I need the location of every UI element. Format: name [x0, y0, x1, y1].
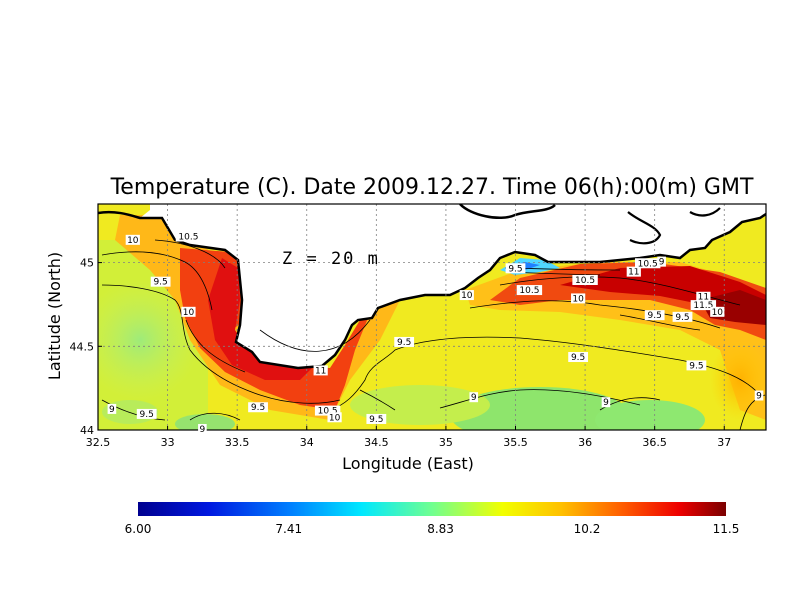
- y-axis-label: Latitude (North): [45, 252, 64, 380]
- contour-label: 9.5: [648, 311, 662, 321]
- contour-label: 10.5: [519, 286, 539, 296]
- contour-label: 10.5: [318, 407, 338, 417]
- contour-label: 10: [329, 413, 341, 423]
- contour-label: 9.5: [140, 410, 154, 420]
- contour-label: 10.5: [178, 232, 198, 242]
- lon-tick-label: 33: [161, 436, 175, 449]
- lon-tick-label: 34.5: [364, 436, 389, 449]
- lon-tick-label: 34: [300, 436, 314, 449]
- contour-label-bg: [327, 412, 342, 423]
- lat-tick-label: 44: [80, 424, 94, 437]
- contour-label: 10: [572, 294, 584, 304]
- contour-label: 9: [200, 425, 206, 435]
- contour-label-bg: [601, 397, 611, 408]
- contour-label: 10.5: [638, 259, 658, 269]
- contour-label-bg: [710, 306, 725, 317]
- contour-label: 9: [603, 398, 609, 408]
- contour-label-bg: [394, 336, 415, 347]
- contour-label-bg: [150, 276, 171, 287]
- contour-label-bg: [572, 275, 598, 286]
- contour-label-bg: [686, 360, 707, 371]
- map-title: Temperature (C). Date 2009.12.27. Time 0…: [110, 175, 754, 200]
- contour-label-bg: [696, 291, 711, 302]
- contour-label-bg: [505, 263, 526, 274]
- contour-label: 9.5: [689, 361, 703, 371]
- contour-label: 11.5: [693, 301, 713, 311]
- lon-tick-label: 36.5: [642, 436, 667, 449]
- contour-label-bg: [136, 408, 157, 419]
- contour-label-bg: [568, 352, 589, 363]
- contour-label: 9: [471, 393, 477, 403]
- contour-label: 10: [712, 308, 724, 318]
- x-axis-label: Longitude (East): [342, 454, 474, 473]
- contour-label: 9: [756, 392, 762, 402]
- contour-label-bg: [516, 285, 543, 296]
- lon-tick-label: 36: [578, 436, 592, 449]
- contour-label-bg: [125, 234, 140, 245]
- contour-label: 9.5: [397, 338, 411, 348]
- contour-label-bg: [754, 390, 764, 401]
- contour-label: 11: [698, 293, 709, 303]
- contour-label-bg: [248, 402, 268, 413]
- depth-annotation: Z = 20 m: [282, 249, 380, 269]
- contour-label-bg: [469, 392, 479, 403]
- contour-label: 10: [127, 236, 139, 246]
- contour-label: 10: [461, 291, 473, 301]
- temperature-field: [98, 204, 766, 430]
- colorbar-tick-label: 11.5: [713, 522, 740, 536]
- contour-label: 9.5: [251, 403, 265, 413]
- contour-label: 9.5: [508, 264, 522, 274]
- contour-label: 9.5: [571, 353, 585, 363]
- colorbar: [138, 502, 726, 516]
- contour-label-bg: [314, 405, 341, 416]
- contour-label-bg: [107, 403, 117, 414]
- lat-tick-label: 45: [80, 257, 94, 270]
- latitude-ticks: 44 44.5 45: [70, 257, 102, 437]
- lon-tick-label: 35.5: [503, 436, 528, 449]
- plot-frame: [97, 203, 767, 431]
- contour-label: 10: [183, 308, 195, 318]
- contour-label-bg: [571, 293, 586, 304]
- contour-label-bg: [313, 365, 328, 376]
- contour-label: 9.5: [675, 313, 689, 323]
- lon-tick-label: 35: [439, 436, 453, 449]
- contour-label: 11: [315, 366, 326, 376]
- contour-label-bg: [690, 300, 717, 311]
- contour-label-bg: [672, 311, 693, 322]
- contour-label: 10.5: [575, 276, 595, 286]
- contour-label: 9.5: [153, 278, 167, 288]
- contour-label: 9: [659, 258, 665, 268]
- longitude-ticks: 32.5 33 33.5 34 34.5 35 35.5 36 36.5 37: [86, 426, 731, 449]
- lon-tick-label: 37: [717, 436, 731, 449]
- contour-label-bg: [459, 290, 474, 301]
- colorbar-tick-label: 10.2: [574, 522, 601, 536]
- contour-label-bg: [644, 310, 665, 321]
- colorbar-ticks: 6.00 7.41 8.83 10.2 11.5: [125, 522, 740, 536]
- contour-label-bg: [366, 413, 387, 424]
- contour-label: 11: [628, 268, 639, 278]
- contour-label-bg: [198, 424, 207, 434]
- contour-label-bg: [181, 306, 196, 317]
- lat-tick-label: 44.5: [70, 340, 95, 353]
- lon-tick-label: 33.5: [225, 436, 250, 449]
- contour-label-bg: [635, 258, 661, 269]
- colorbar-tick-label: 6.00: [125, 522, 152, 536]
- contour-label: 9.5: [369, 415, 383, 425]
- contour-label-bg: [175, 231, 202, 242]
- colorbar-tick-label: 8.83: [427, 522, 454, 536]
- colorbar-tick-label: 7.41: [275, 522, 302, 536]
- contour-label-bg: [657, 256, 666, 267]
- contour-label: 9: [109, 405, 115, 415]
- contour-label-bg: [626, 266, 641, 277]
- lon-tick-label: 32.5: [86, 436, 111, 449]
